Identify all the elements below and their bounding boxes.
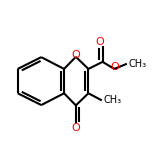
Text: O: O <box>95 37 104 47</box>
Text: O: O <box>111 62 119 72</box>
Text: CH₃: CH₃ <box>103 95 121 105</box>
Text: O: O <box>71 123 80 133</box>
Text: CH₃: CH₃ <box>128 59 147 69</box>
Text: O: O <box>71 50 80 60</box>
